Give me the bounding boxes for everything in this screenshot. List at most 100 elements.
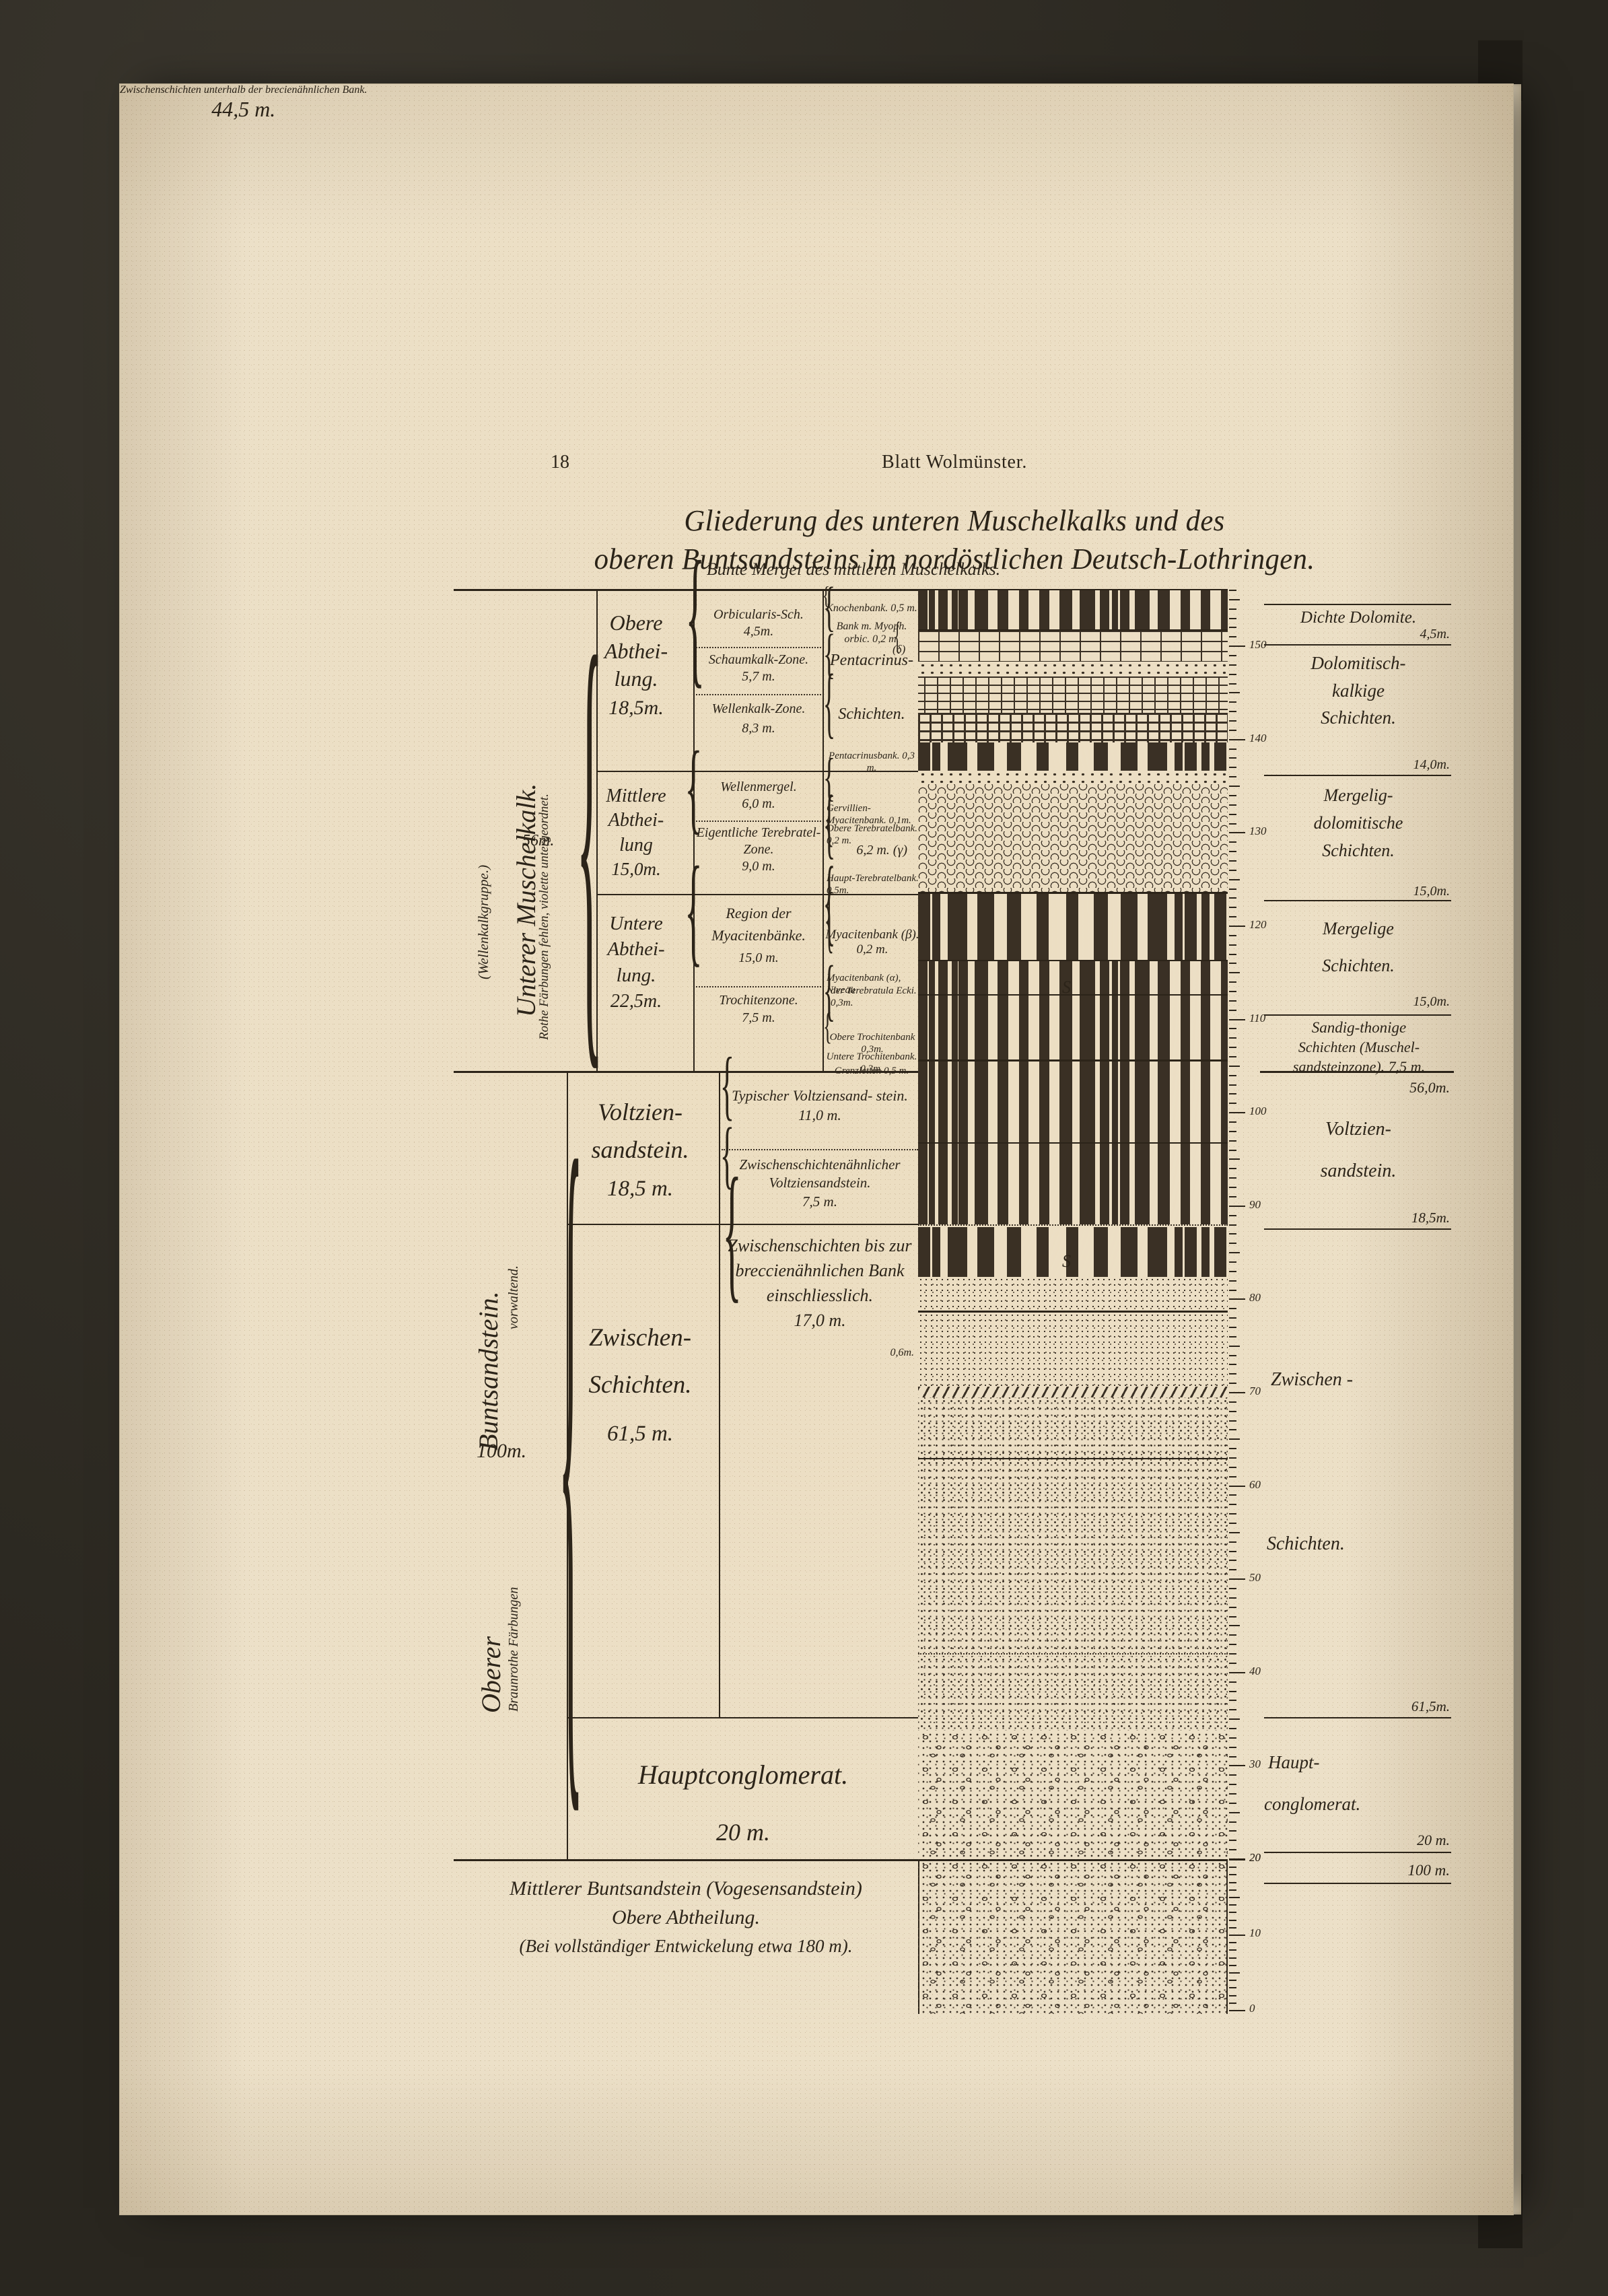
rl2-line1: Dolomitisch- [1310, 653, 1406, 673]
scale-tick-major [1229, 925, 1245, 927]
scale-tick-minor [1229, 813, 1236, 815]
lith-line-1 [918, 629, 1228, 631]
scale-label: 100 [1249, 1105, 1267, 1118]
division-hauptcong-name: Hauptconglomerat. [637, 1760, 849, 1790]
right-ul-8 [1264, 1852, 1451, 1853]
top-caption: Bunte Mergel des mittleren Muschelkalks. [706, 559, 1001, 579]
footer-line-2: Obere Abtheilung. [612, 1906, 760, 1928]
vrule-zone-col [693, 590, 695, 1071]
scale-tick-minor [1229, 711, 1236, 713]
zone-schaumkalk-label: Schaumkalk-Zone. [708, 652, 809, 667]
zone-orbicularis: Orbicularis-Sch. 4,5m. [696, 606, 821, 640]
rl6-line1: Voltzien- [1325, 1119, 1391, 1140]
scale-label: 20 [1249, 1851, 1261, 1864]
zone-orbicularis-label: Orbicularis-Sch. [713, 607, 804, 622]
rl2-line3: Schichten. [1321, 707, 1396, 728]
zone-terebratel-th: 9,0 m. [742, 859, 775, 874]
scale-label: 80 [1249, 1291, 1261, 1304]
lith-band-zwischen-unter [918, 1656, 1228, 1730]
rule-zwischen-hauptcong [567, 1717, 1228, 1718]
scale-tick-minor [1229, 841, 1236, 843]
scale-tick-minor [1229, 1158, 1240, 1160]
scale-tick-minor [1229, 1653, 1236, 1655]
rl4-line2: Schichten. [1322, 955, 1395, 975]
lith-band-hauptconglomerat-bottom [918, 1859, 1228, 2014]
scale-tick-major [1229, 2010, 1245, 2011]
division-untere-abteilung: Untere Abthei- lung. 22,5m. [599, 911, 673, 1014]
metre-scale: 20 30 40 50 60 70 80 90 100 110 120 130 140 150 [1229, 590, 1267, 1864]
scale-tick-minor [1229, 1168, 1236, 1170]
lith-line-4 [918, 994, 1228, 996]
scale-tick-minor [1229, 1177, 1236, 1179]
lith-line-8 [918, 1311, 1228, 1313]
lithology-column-foot [918, 1859, 1228, 2014]
scale-tick-minor [1229, 1047, 1236, 1049]
right-label-mergdol-th: 15,0m. [1413, 884, 1450, 899]
scale-tick-minor [1229, 1727, 1236, 1729]
scale-tick-minor [1229, 1074, 1236, 1076]
lith-band-breccien-a [918, 1387, 1228, 1397]
scale-tick-minor [1229, 1354, 1236, 1356]
bank-knochenbank: Knochenbank. 0,5 m. [826, 602, 917, 614]
scale-tick-major [1229, 1298, 1245, 1300]
scale-tick-minor [1229, 1448, 1236, 1450]
zone-zw-voltzien-label: Zwischenschichtenähnlicher Voltziensands… [739, 1156, 901, 1191]
zone-typischer-voltzien: Typischer Voltziensand- stein. 11,0 m. [722, 1086, 918, 1125]
scale-label: 70 [1249, 1384, 1261, 1397]
rule-voltzien-zwischen [567, 1224, 1228, 1225]
scale-tick-minor [1229, 1840, 1236, 1842]
division-mittlere-abteilung: Mittlere Abthei- lung 15,0m. [599, 784, 673, 882]
scale-tick-minor [1229, 1881, 1236, 1883]
scale-label: 130 [1249, 825, 1267, 838]
right-ul-2 [1264, 775, 1451, 776]
scale-tick-minor [1229, 1280, 1236, 1282]
lith-line-10-dotted [918, 1653, 1228, 1655]
rule-mittlere-untere [596, 894, 1228, 895]
scale-tick-minor [1229, 1897, 1240, 1898]
division-voltzien-name: Voltzien- sandstein. [591, 1099, 689, 1163]
scale-tick-minor [1229, 1541, 1236, 1543]
lith-band-muschelsandstein [918, 1277, 1228, 1311]
zone-zwischen-unterhalb: Zwischenschichten unterhalb der brecienä… [120, 84, 367, 123]
scale-tick-minor [1229, 1335, 1236, 1337]
scale-tick-minor [1229, 1103, 1236, 1105]
scale-tick-minor [1229, 1802, 1236, 1804]
rule-obere-mittlere [596, 771, 1228, 772]
scale-tick-minor [1229, 888, 1236, 890]
scale-tick-minor [1229, 1466, 1236, 1468]
scale-tick-minor [1229, 1373, 1236, 1375]
scale-tick-minor [1229, 1364, 1236, 1366]
scale-tick-minor [1229, 1093, 1236, 1095]
bank-obere-terebratel: Obere Terebratelbank. 0,2 m. [827, 823, 917, 846]
scale-tick-minor [1229, 1597, 1236, 1599]
scale-label: 30 [1249, 1758, 1261, 1771]
right-label-zwischen: Zwischen - [1271, 1369, 1354, 1390]
scale-tick-minor [1229, 1994, 1236, 1996]
scale-tick-minor [1229, 1308, 1236, 1310]
right-label-100m-total: 100 m. [1407, 1862, 1450, 1879]
vrule-buntsandstein-zones [719, 1072, 720, 1717]
zone-zw-breccien-note: 0,6m. [890, 1347, 914, 1358]
zone-terebratel-label: Eigentliche Terebratel-Zone. [696, 825, 821, 857]
zone-wellenkalk: Wellenkalk-Zone. 8,3 m. [696, 699, 821, 738]
scale-tick-minor [1229, 1874, 1236, 1876]
bank-62m-gamma: 6,2 m. (γ) [856, 843, 907, 858]
scale-tick-minor [1229, 1261, 1236, 1263]
left-label-wellenkalkgruppe: (Wellenkalkgruppe.) [475, 864, 491, 979]
scale-tick-minor [1229, 1438, 1240, 1440]
scale-tick-minor [1229, 1243, 1236, 1245]
zone-zw-breccien-label: Zwischenschichten bis zur breccienähnlic… [728, 1236, 912, 1305]
scale-tick-minor [1229, 786, 1240, 788]
zone-wellenkalk-label: Wellenkalk-Zone. [711, 701, 806, 716]
lith-band-terebratel [918, 961, 1228, 1059]
scale-tick-minor [1229, 1987, 1236, 1989]
scale-tick-major [1229, 1391, 1245, 1393]
scale-label: 50 [1249, 1571, 1261, 1585]
scale-tick-minor [1229, 1345, 1240, 1347]
rl3-line1: Mergelig- [1323, 786, 1393, 805]
page-number: 18 [551, 452, 569, 473]
scale-tick-minor [1229, 1056, 1236, 1057]
scale-tick-minor [1229, 1410, 1236, 1412]
scale-tick-minor [1229, 1746, 1236, 1748]
lith-band-dichte-dolomite [918, 590, 1228, 629]
